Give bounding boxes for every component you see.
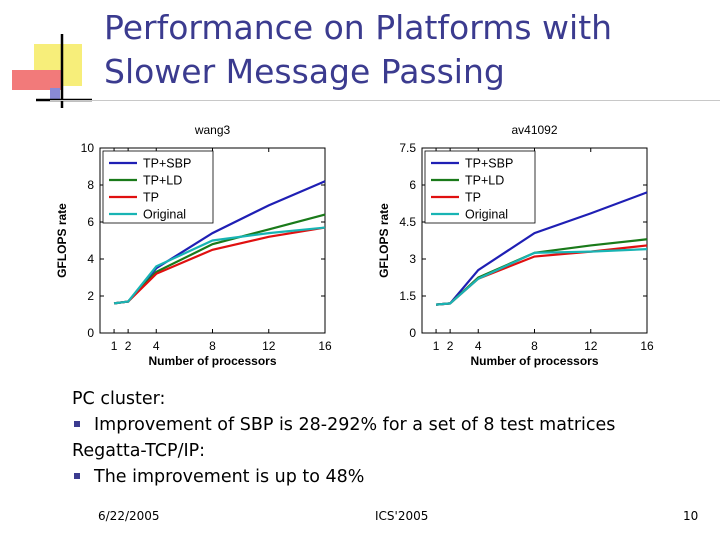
bullet-square-icon [74,472,80,479]
footer-page-number: 10 [683,509,699,523]
y-tick-label: 10 [81,141,95,155]
bullet-text: The improvement is up to 48% [94,467,365,487]
legend-label: TP [465,191,481,205]
logo-red-bar [12,70,62,90]
bullet-text: PC cluster: [72,389,166,409]
logo-blue-square [50,88,60,100]
chart-title: wang3 [194,123,231,137]
x-tick-label: 8 [209,339,216,353]
chart-av41092: av41092 0 1.5 3 4.5 6 7.5 1 2 4 8 12 16 Number of pro… [377,123,654,368]
slide-logo [12,34,92,108]
legend-label: Original [465,208,508,222]
bullet-line-sbp-improvement: Improvement of SBP is 28-292% for a set … [72,412,615,438]
legend-label: TP+LD [465,174,504,188]
x-tick-label: 12 [262,339,276,353]
legend-label: TP [143,191,159,205]
y-tick-label: 4 [87,252,94,266]
x-axis-label: Number of processors [470,354,598,368]
x-axis-label: Number of processors [148,354,276,368]
bullet-line-pc-cluster: PC cluster: [72,386,615,412]
legend-label: TP+SBP [465,157,513,171]
y-tick-label: 0 [409,326,416,340]
y-tick-label: 7.5 [399,141,416,155]
y-axis-label: GFLOPS rate [377,203,391,278]
x-tick-label: 12 [584,339,598,353]
footer-center: ICS'2005 [375,509,429,523]
y-tick-label: 4.5 [399,215,416,229]
slide-title-line2: Slower Message Passing [104,52,505,91]
x-tick-label: 2 [447,339,454,353]
footer-date: 6/22/2005 [98,509,160,523]
y-axis-label: GFLOPS rate [55,203,69,278]
bullet-square-icon [74,420,80,427]
x-tick-label: 4 [475,339,482,353]
y-tick-label: 6 [409,178,416,192]
bullet-line-improvement-48: The improvement is up to 48% [72,464,615,490]
slide-title: Performance on Platforms with Slower Mes… [104,6,612,94]
bullet-text: Improvement of SBP is 28-292% for a set … [94,415,616,435]
legend-label: TP+LD [143,174,182,188]
slide-title-line1: Performance on Platforms with [104,8,613,47]
legend-label: Original [143,208,186,222]
x-tick-label: 1 [433,339,440,353]
legend-label: TP+SBP [143,157,191,171]
bullet-text: Regatta-TCP/IP: [72,441,206,461]
x-tick-label: 4 [153,339,160,353]
series-line-original [113,226,326,305]
y-tick-label: 2 [87,289,94,303]
y-tick-label: 1.5 [399,289,416,303]
y-tick-label: 3 [409,252,416,266]
bullet-line-regatta: Regatta-TCP/IP: [72,438,615,464]
y-tick-label: 0 [87,326,94,340]
y-tick-label: 8 [87,178,94,192]
series-line-original [435,248,648,306]
x-tick-label: 2 [125,339,132,353]
x-tick-label: 16 [318,339,332,353]
y-tick-label: 6 [87,215,94,229]
title-rule [50,100,720,101]
bullet-list: PC cluster: Improvement of SBP is 28-292… [72,386,615,490]
x-tick-label: 8 [531,339,538,353]
x-tick-label: 1 [111,339,118,353]
x-tick-label: 16 [640,339,654,353]
chart-title: av41092 [511,123,557,137]
